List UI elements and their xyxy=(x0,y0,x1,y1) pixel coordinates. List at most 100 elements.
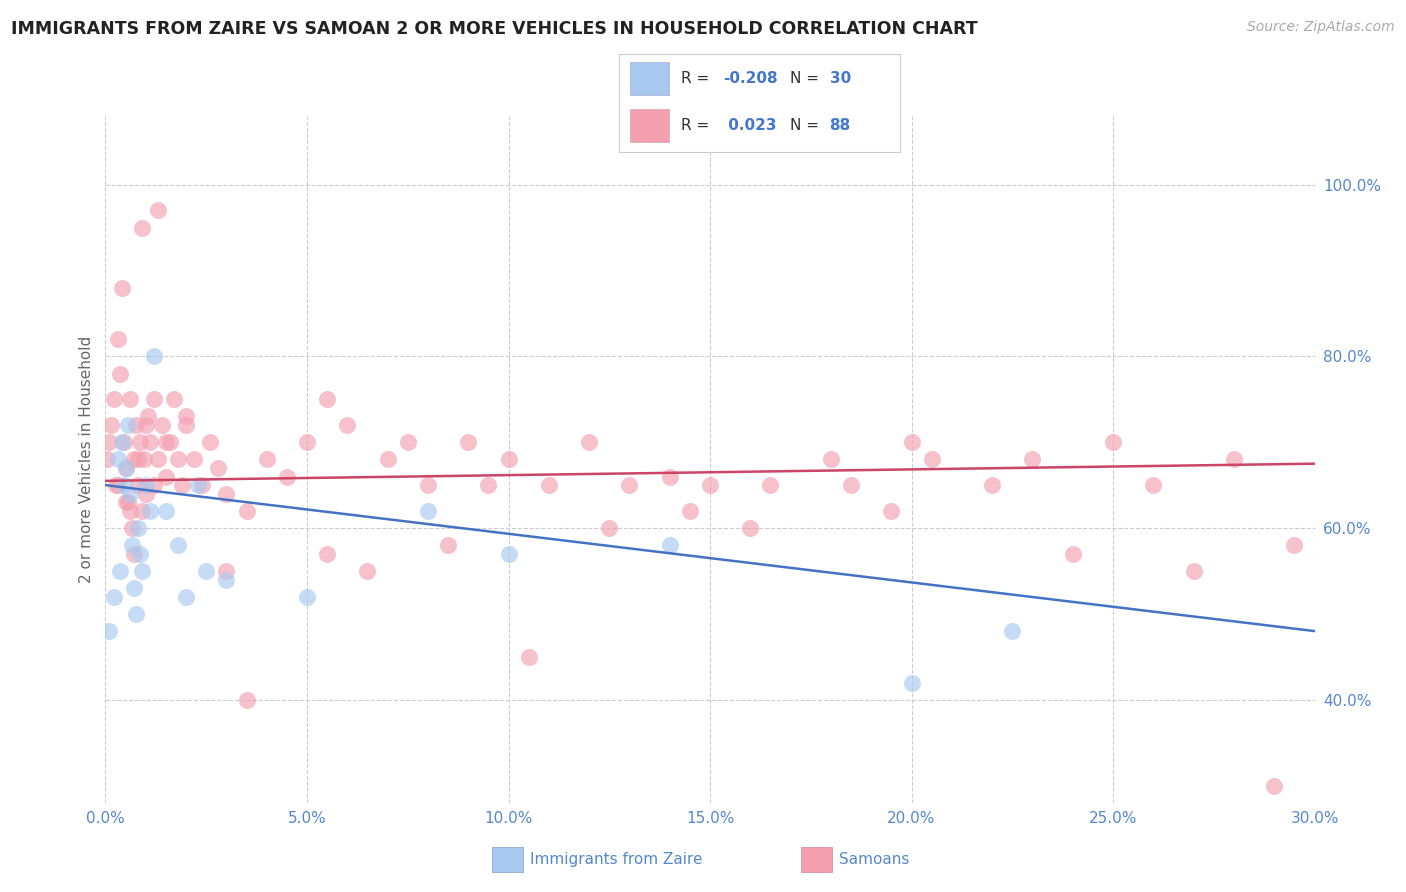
Point xyxy=(135,417,157,433)
Point xyxy=(146,452,169,467)
Point xyxy=(139,504,162,518)
Point xyxy=(100,417,122,433)
Point xyxy=(142,392,165,407)
Point xyxy=(108,564,131,578)
Point xyxy=(131,564,153,578)
Point xyxy=(121,521,143,535)
FancyBboxPatch shape xyxy=(630,110,669,142)
Point xyxy=(103,590,125,604)
Point xyxy=(167,538,190,552)
Point xyxy=(880,504,903,518)
Point xyxy=(107,452,129,467)
Text: -0.208: -0.208 xyxy=(723,71,778,86)
Point xyxy=(98,435,121,450)
Point xyxy=(1223,452,1246,467)
Point xyxy=(377,452,399,467)
Point xyxy=(107,478,129,492)
Point xyxy=(215,564,238,578)
Point xyxy=(437,538,460,552)
Point xyxy=(117,417,139,433)
Point xyxy=(159,435,181,450)
Point xyxy=(1102,435,1125,450)
Text: Source: ZipAtlas.com: Source: ZipAtlas.com xyxy=(1247,20,1395,34)
Point xyxy=(142,350,165,364)
Point xyxy=(517,649,540,664)
Point xyxy=(295,435,318,450)
Text: Immigrants from Zaire: Immigrants from Zaire xyxy=(530,853,703,867)
Point xyxy=(155,435,177,450)
Point xyxy=(135,478,157,492)
Point xyxy=(1001,624,1024,639)
Point xyxy=(276,469,298,483)
Y-axis label: 2 or more Vehicles in Household: 2 or more Vehicles in Household xyxy=(79,335,94,583)
Point xyxy=(163,392,186,407)
Text: 30: 30 xyxy=(830,71,851,86)
Point xyxy=(921,452,943,467)
Point xyxy=(122,452,145,467)
FancyBboxPatch shape xyxy=(630,62,669,95)
Point xyxy=(619,478,641,492)
Point xyxy=(537,478,560,492)
Point xyxy=(235,504,257,518)
Point xyxy=(150,417,173,433)
Point xyxy=(658,469,681,483)
Point xyxy=(174,590,197,604)
Point xyxy=(740,521,762,535)
Point xyxy=(112,435,135,450)
Text: R =: R = xyxy=(681,118,714,133)
Point xyxy=(215,573,238,587)
Point xyxy=(235,693,257,707)
Point xyxy=(356,564,378,578)
Point xyxy=(336,417,359,433)
Point xyxy=(457,435,479,450)
Point xyxy=(658,538,681,552)
Point xyxy=(98,624,121,639)
Point xyxy=(187,478,209,492)
Point xyxy=(699,478,721,492)
Point xyxy=(316,392,339,407)
Point xyxy=(900,675,922,690)
Point xyxy=(839,478,862,492)
Point xyxy=(498,547,520,561)
Point xyxy=(142,478,165,492)
Point xyxy=(207,461,229,475)
Point xyxy=(598,521,620,535)
Point xyxy=(1062,547,1084,561)
Point xyxy=(316,547,339,561)
Point xyxy=(1142,478,1164,492)
Point xyxy=(110,435,132,450)
Point xyxy=(191,478,214,492)
Text: N =: N = xyxy=(790,118,824,133)
Point xyxy=(127,521,149,535)
Point xyxy=(155,469,177,483)
Point xyxy=(112,478,135,492)
Point xyxy=(477,478,499,492)
Text: 88: 88 xyxy=(830,118,851,133)
Point xyxy=(759,478,782,492)
Point xyxy=(128,547,150,561)
Text: IMMIGRANTS FROM ZAIRE VS SAMOAN 2 OR MORE VEHICLES IN HOUSEHOLD CORRELATION CHAR: IMMIGRANTS FROM ZAIRE VS SAMOAN 2 OR MOR… xyxy=(11,20,979,37)
Point xyxy=(183,452,205,467)
Point xyxy=(131,504,153,518)
Point xyxy=(1182,564,1205,578)
Point xyxy=(114,461,136,475)
Point xyxy=(110,281,132,295)
Text: N =: N = xyxy=(790,71,824,86)
Point xyxy=(170,478,193,492)
Point xyxy=(114,495,136,509)
Point xyxy=(118,504,141,518)
Point xyxy=(146,203,169,218)
Point xyxy=(981,478,1004,492)
Point xyxy=(174,417,197,433)
Point xyxy=(1263,779,1285,793)
Text: 0.023: 0.023 xyxy=(723,118,776,133)
Point xyxy=(174,409,197,424)
Point xyxy=(820,452,842,467)
Point xyxy=(127,478,149,492)
Point xyxy=(256,452,278,467)
Point xyxy=(136,409,159,424)
Point xyxy=(118,392,141,407)
Point xyxy=(200,435,222,450)
Point xyxy=(114,461,136,475)
Point xyxy=(900,435,922,450)
